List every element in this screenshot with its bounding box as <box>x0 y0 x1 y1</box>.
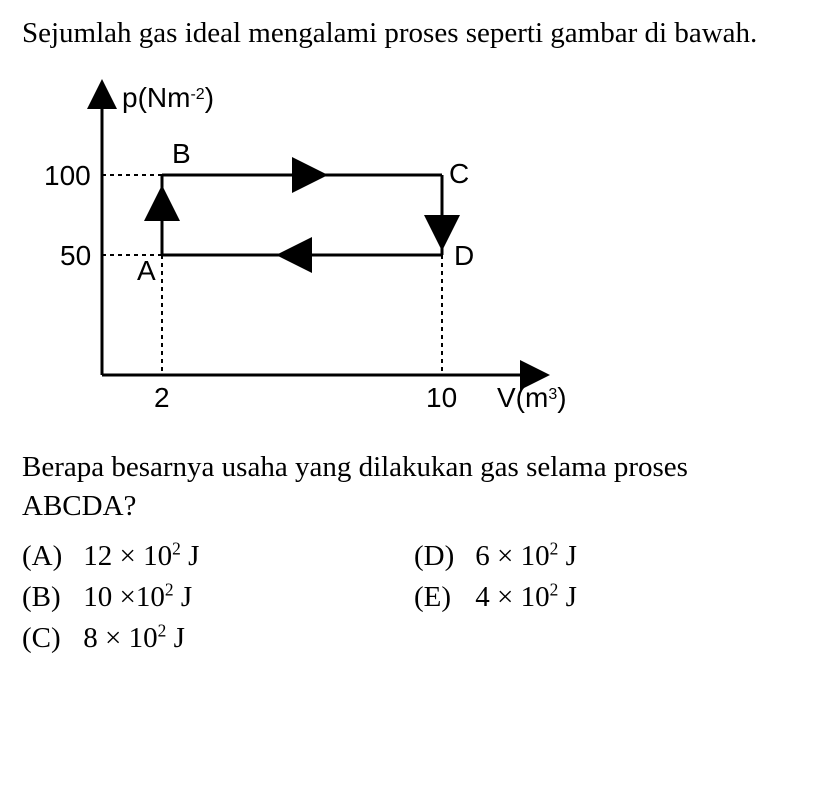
label-C: C <box>449 158 469 189</box>
label-B: B <box>172 138 191 169</box>
option-C: (C) 8 × 102 J <box>22 619 414 658</box>
option-A-text: 12 × 102 J <box>83 540 199 572</box>
ytick-100: 100 <box>44 160 91 191</box>
option-D-text: 6 × 102 J <box>475 540 577 572</box>
xtick-10: 10 <box>426 382 457 413</box>
option-E-text: 4 × 102 J <box>475 581 577 613</box>
option-A: (A) 12 × 102 J <box>22 537 414 576</box>
option-E: (E) 4 × 102 J <box>414 578 806 617</box>
x-axis-label: V(m3) <box>497 382 567 413</box>
option-B-label: (B) <box>22 578 76 617</box>
option-D-label: (D) <box>414 537 468 576</box>
question-follow: Berapa besarnya usaha yang dilakukan gas… <box>22 448 806 526</box>
y-axis-label: p(Nm-2) <box>122 82 214 113</box>
label-A: A <box>137 255 156 286</box>
label-D: D <box>454 240 474 271</box>
xtick-2: 2 <box>154 382 170 413</box>
pv-diagram: B C A D 100 50 2 10 p(Nm-2) V(m3) <box>22 69 806 430</box>
options: (A) 12 × 102 J (B) 10 ×102 J (C) 8 × 102… <box>22 537 806 660</box>
option-A-label: (A) <box>22 537 76 576</box>
option-C-text: 8 × 102 J <box>83 622 185 654</box>
option-D: (D) 6 × 102 J <box>414 537 806 576</box>
option-B: (B) 10 ×102 J <box>22 578 414 617</box>
option-B-text: 10 ×102 J <box>83 581 192 613</box>
ytick-50: 50 <box>60 240 91 271</box>
option-C-label: (C) <box>22 619 76 658</box>
option-E-label: (E) <box>414 578 468 617</box>
question-intro: Sejumlah gas ideal mengalami proses sepe… <box>22 14 806 53</box>
